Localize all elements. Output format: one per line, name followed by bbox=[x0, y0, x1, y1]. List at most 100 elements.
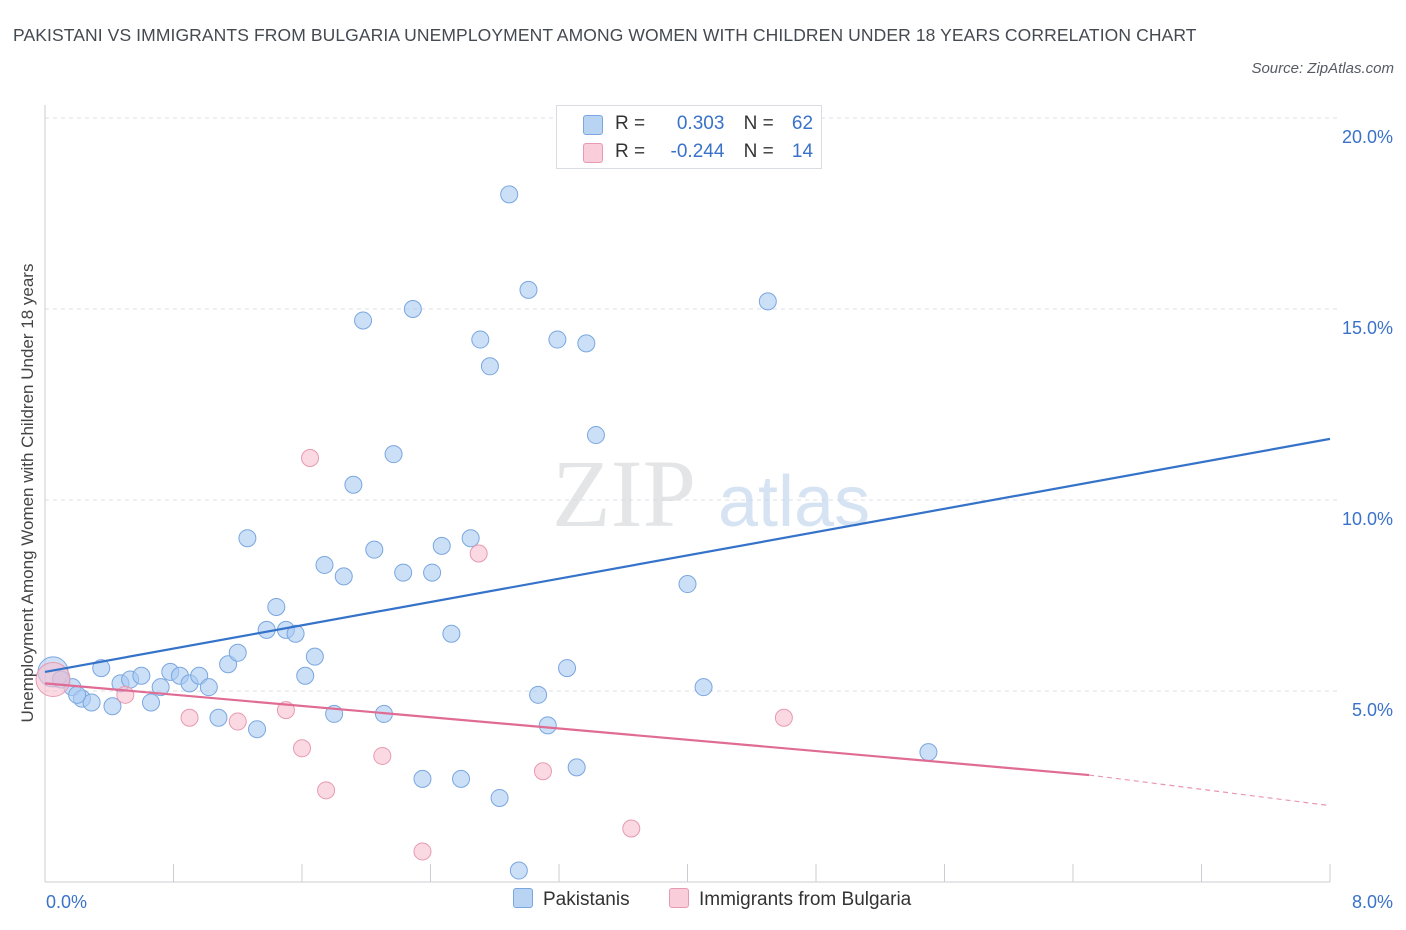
point-bulgaria bbox=[301, 448, 320, 467]
point-pakistanis bbox=[577, 334, 596, 353]
point-pakistanis bbox=[558, 659, 577, 678]
point-bulgaria bbox=[413, 842, 432, 861]
point-pakistanis bbox=[694, 678, 713, 697]
point-bulgaria bbox=[774, 708, 793, 727]
watermark-atlas: atlas bbox=[718, 462, 870, 542]
point-pakistanis bbox=[305, 647, 324, 666]
trend-line-bulgaria bbox=[44, 682, 1090, 777]
data-points bbox=[35, 185, 938, 880]
chart-title: PAKISTANI VS IMMIGRANTS FROM BULGARIA UN… bbox=[13, 25, 1197, 45]
point-pakistanis bbox=[529, 685, 548, 704]
point-bulgaria bbox=[469, 544, 488, 563]
point-pakistanis bbox=[267, 597, 286, 616]
point-pakistanis bbox=[490, 788, 509, 807]
n-label: N = bbox=[743, 113, 774, 134]
point-pakistanis bbox=[394, 563, 413, 582]
point-pakistanis bbox=[586, 426, 605, 445]
y-tick-label: 20.0% bbox=[1342, 127, 1393, 147]
point-pakistanis bbox=[132, 666, 151, 685]
y-axis-label: Unemployment Among Women with Children U… bbox=[18, 263, 37, 723]
point-pakistanis bbox=[92, 659, 111, 678]
point-pakistanis bbox=[384, 445, 403, 464]
watermark-zip: ZIP bbox=[552, 440, 696, 547]
r-value: 0.303 bbox=[676, 113, 725, 134]
point-pakistanis bbox=[103, 697, 122, 716]
legend-swatch-blue bbox=[513, 888, 533, 908]
point-pakistanis bbox=[442, 624, 461, 643]
trend-line-bulgaria-extrapolated bbox=[1088, 774, 1331, 807]
point-pakistanis bbox=[199, 678, 218, 697]
point-pakistanis bbox=[219, 655, 238, 674]
point-pakistanis bbox=[68, 685, 87, 704]
point-bulgaria bbox=[373, 746, 392, 765]
point-bulgaria bbox=[317, 781, 336, 800]
point-bulgaria bbox=[35, 662, 71, 698]
y-tick-label: 5.0% bbox=[1352, 700, 1393, 720]
grid-lines bbox=[45, 117, 1338, 692]
point-pakistanis bbox=[365, 540, 384, 559]
point-pakistanis bbox=[432, 536, 451, 555]
point-pakistanis bbox=[354, 311, 373, 330]
point-pakistanis bbox=[142, 693, 161, 712]
point-pakistanis bbox=[248, 720, 267, 739]
point-pakistanis bbox=[678, 575, 697, 594]
legend-swatch-pink bbox=[583, 143, 603, 163]
point-pakistanis bbox=[452, 769, 471, 788]
point-pakistanis bbox=[519, 280, 538, 299]
point-pakistanis bbox=[567, 758, 586, 777]
y-tick-label: 10.0% bbox=[1342, 509, 1393, 529]
point-pakistanis bbox=[413, 769, 432, 788]
legend-item-pakistanis: Pakistanis bbox=[513, 888, 630, 911]
trend-lines bbox=[44, 437, 1331, 807]
point-pakistanis bbox=[82, 693, 101, 712]
legend-text: R = -0.244 N = 14 bbox=[615, 141, 813, 163]
point-pakistanis bbox=[471, 330, 490, 349]
y-tick-label: 15.0% bbox=[1342, 318, 1393, 338]
point-pakistanis bbox=[238, 529, 257, 548]
point-pakistanis bbox=[509, 861, 528, 880]
point-pakistanis bbox=[151, 678, 170, 697]
trend-line-pakistanis bbox=[44, 437, 1331, 673]
r-value: -0.244 bbox=[670, 141, 725, 162]
r-label: R = bbox=[615, 141, 646, 162]
x-tick-label: 8.0% bbox=[1352, 892, 1393, 912]
point-pakistanis bbox=[403, 300, 422, 318]
point-bulgaria bbox=[228, 712, 247, 731]
source-label: Source: ZipAtlas.com bbox=[1251, 60, 1394, 77]
point-pakistanis bbox=[209, 708, 228, 727]
point-pakistanis bbox=[296, 666, 315, 685]
tick-labels: 5.0% 10.0% 15.0% 20.0% 0.0% 8.0% bbox=[46, 127, 1393, 912]
point-pakistanis bbox=[190, 666, 209, 685]
point-pakistanis bbox=[286, 624, 305, 643]
point-pakistanis bbox=[480, 357, 499, 376]
legend-label: Pakistanis bbox=[543, 889, 630, 910]
point-pakistanis bbox=[344, 475, 363, 494]
n-value: 62 bbox=[791, 113, 814, 134]
r-label: R = bbox=[615, 113, 646, 134]
legend-label: Immigrants from Bulgaria bbox=[699, 889, 912, 910]
axes bbox=[44, 105, 1331, 883]
legend-text: R = 0.303 N = 62 bbox=[615, 113, 813, 135]
correlation-legend: R = 0.303 N = 62 R = -0.244 N = 14 bbox=[556, 105, 822, 169]
n-value: 14 bbox=[791, 141, 814, 162]
legend-swatch-blue bbox=[583, 115, 603, 135]
point-bulgaria bbox=[533, 762, 552, 781]
point-pakistanis bbox=[423, 563, 442, 582]
legend-item-bulgaria: Immigrants from Bulgaria bbox=[669, 888, 911, 911]
point-pakistanis bbox=[334, 567, 353, 586]
point-pakistanis bbox=[919, 743, 938, 762]
point-pakistanis bbox=[538, 716, 557, 735]
point-pakistanis bbox=[500, 185, 519, 204]
point-pakistanis bbox=[758, 292, 777, 311]
watermark: ZIP atlas bbox=[552, 440, 870, 547]
point-pakistanis bbox=[315, 555, 334, 574]
point-pakistanis bbox=[228, 643, 247, 662]
point-bulgaria bbox=[622, 819, 641, 838]
n-label: N = bbox=[743, 141, 774, 162]
point-bulgaria bbox=[293, 739, 311, 758]
x-tick-label: 0.0% bbox=[46, 892, 87, 912]
point-pakistanis bbox=[548, 330, 567, 349]
point-pakistanis bbox=[461, 529, 480, 548]
legend-swatch-pink bbox=[669, 888, 689, 908]
